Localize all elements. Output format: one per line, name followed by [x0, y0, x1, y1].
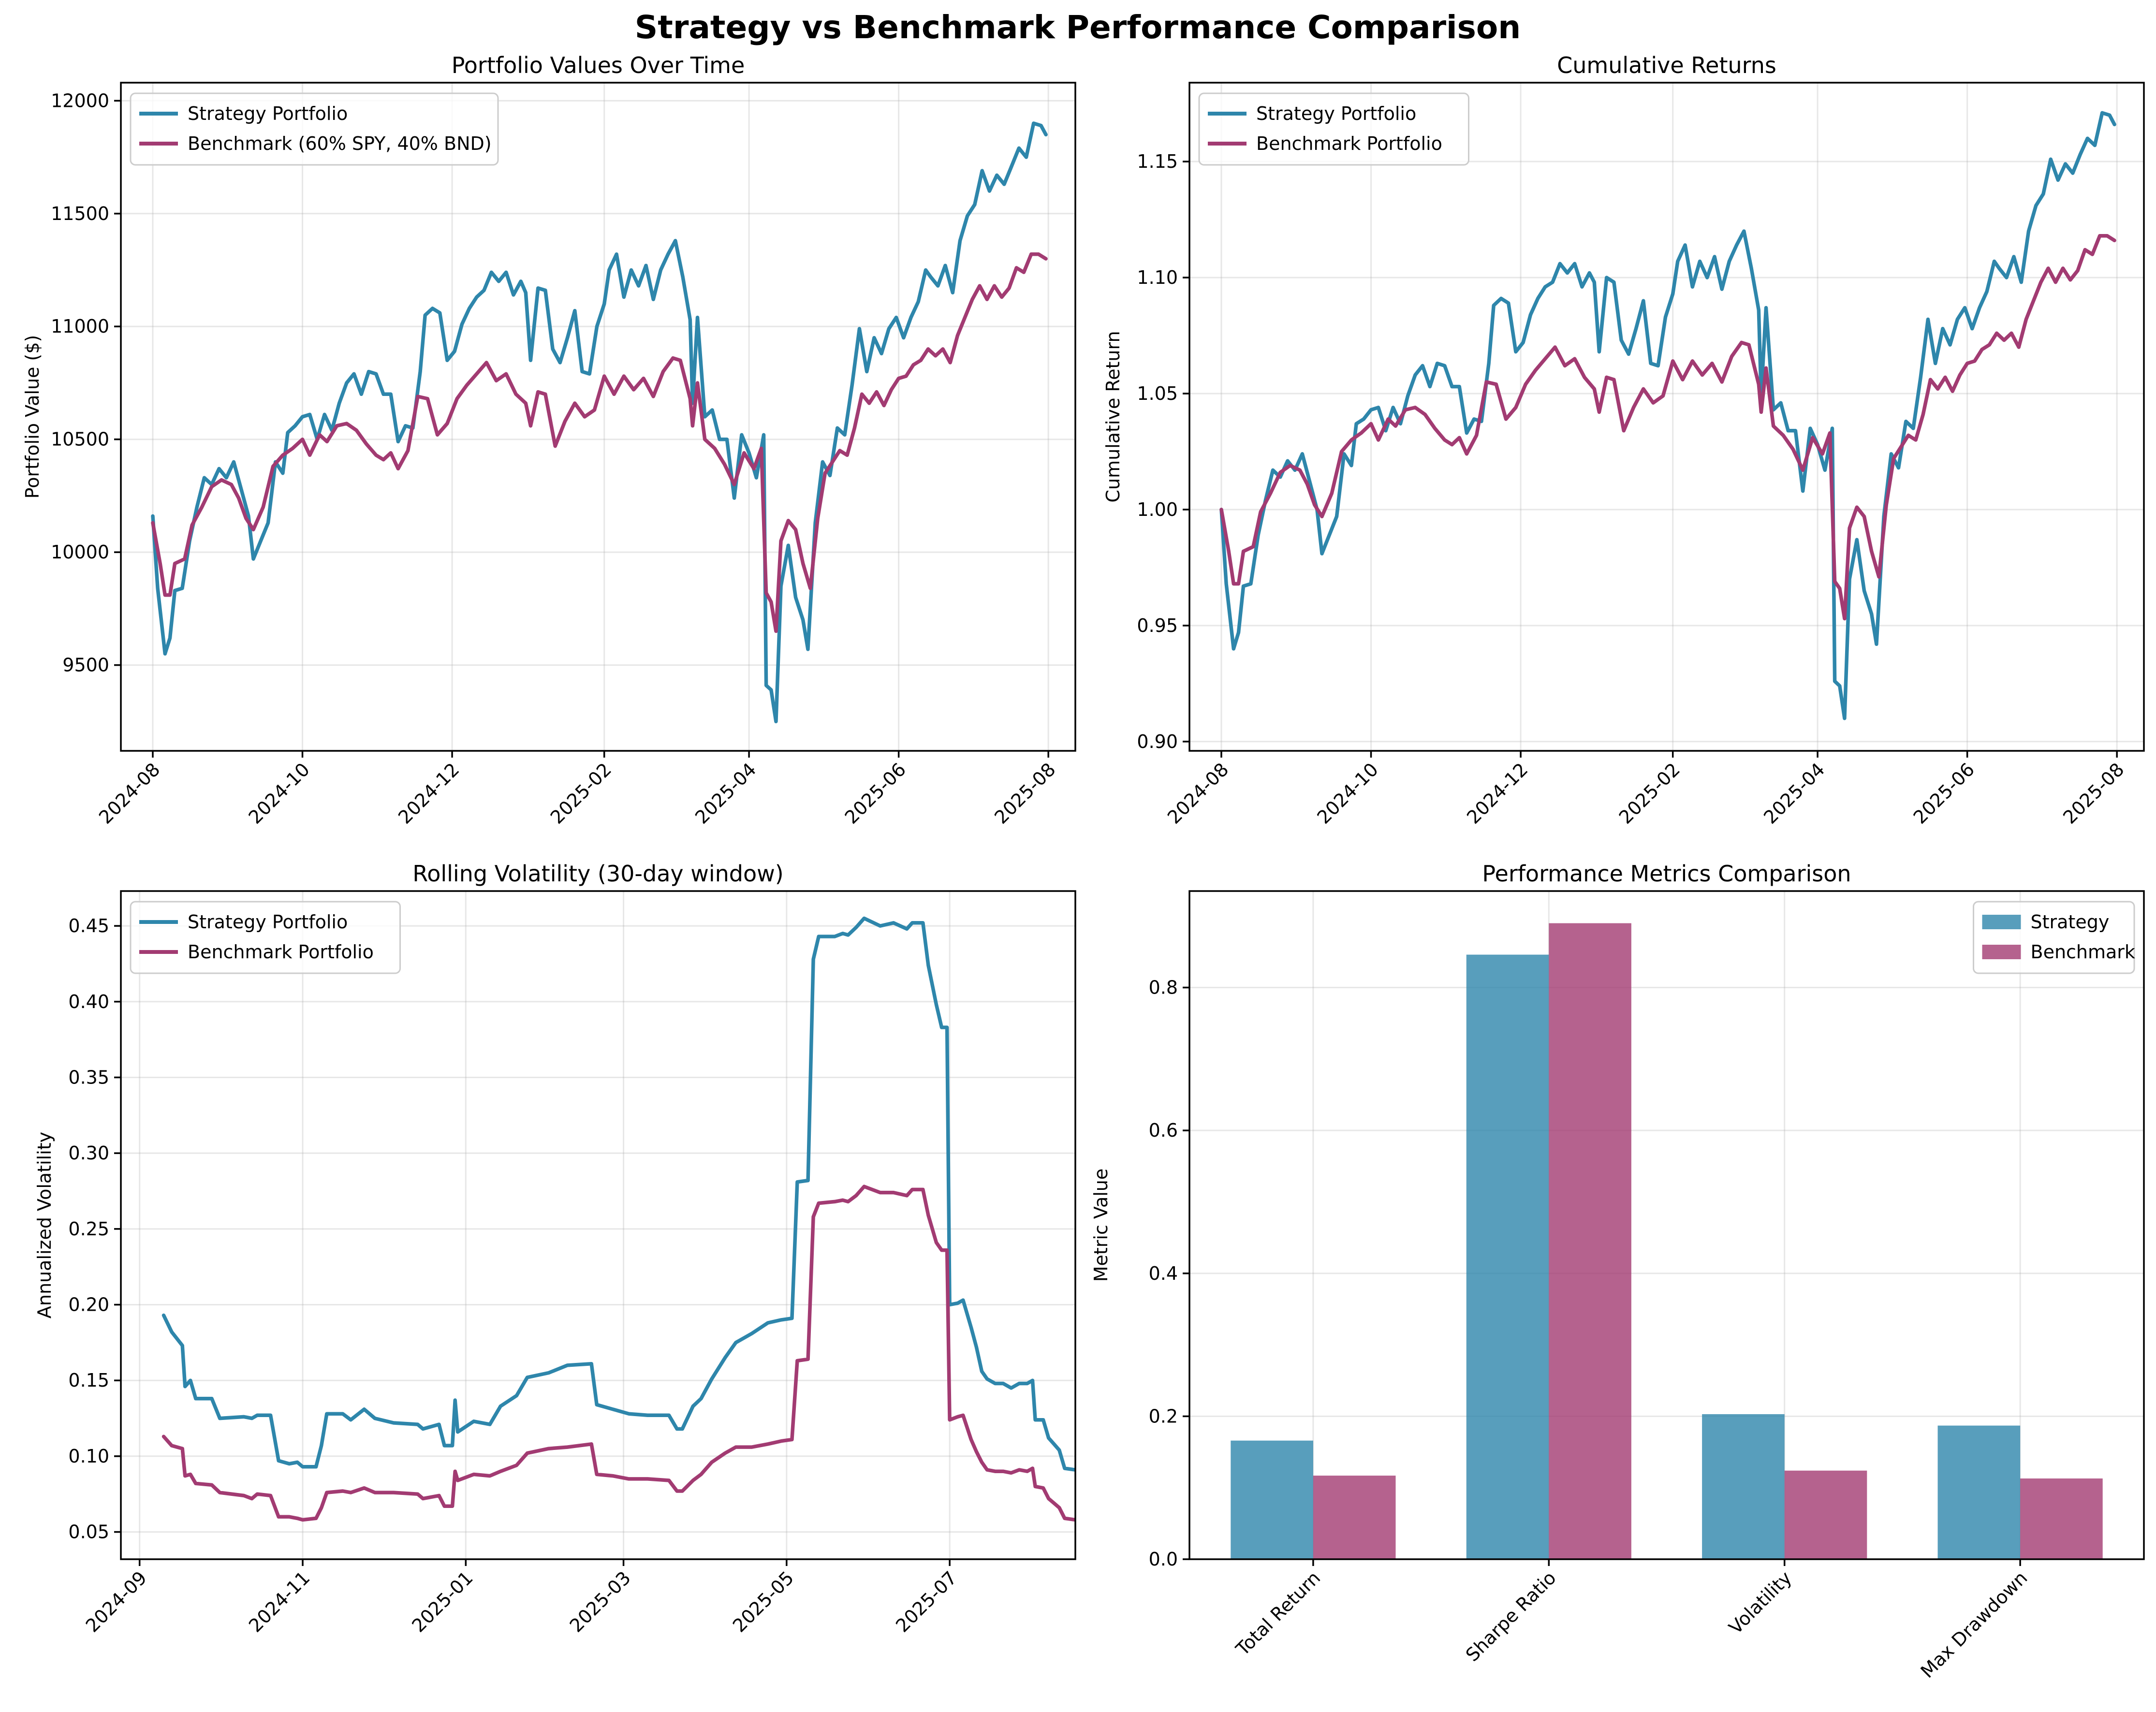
y-axis-label: Cumulative Return [1102, 331, 1124, 502]
bar-benchmark-max-drawdown [2020, 1478, 2103, 1559]
legend: Strategy Benchmark [1973, 901, 2135, 974]
y-tick-label: 1.05 [1137, 383, 1178, 404]
y-tick-label: 0.20 [68, 1294, 109, 1316]
y-tick-label: 1.10 [1137, 267, 1178, 288]
y-tick-label: 0.40 [68, 991, 109, 1012]
legend-box [130, 901, 401, 974]
y-tick-label: 0.8 [1149, 977, 1178, 998]
y-axis-label: Portfolio Value ($) [22, 335, 43, 499]
bar-strategy-volatility [1702, 1414, 1785, 1559]
series-line-strategy-portfolio [151, 121, 1048, 724]
legend: Strategy Portfolio Benchmark Portfolio [130, 901, 401, 974]
y-tick-label: 10000 [51, 541, 109, 563]
legend-swatch-benchmark [1982, 945, 2021, 959]
y-tick-label: 0.35 [68, 1067, 109, 1088]
panel-title: Performance Metrics Comparison [1482, 861, 1851, 887]
y-tick-label: 0.45 [68, 915, 109, 936]
axes-frame [120, 82, 1076, 752]
panel-title: Rolling Volatility (30-day window) [412, 861, 783, 887]
series-line-benchmark-60-spy-40-bnd [151, 252, 1048, 633]
series-line-strategy-portfolio [1219, 111, 2116, 720]
legend-label-benchmark-portfolio: Benchmark Portfolio [1256, 133, 1442, 154]
series-line-benchmark-portfolio [161, 1185, 1075, 1522]
legend-label-benchmark-portfolio: Benchmark Portfolio [188, 941, 374, 963]
legend-label-strategy: Strategy [2031, 911, 2110, 933]
legend-label-benchmark-60-spy-40-bnd: Benchmark (60% SPY, 40% BND) [188, 133, 492, 154]
legend-label-benchmark: Benchmark [2031, 941, 2135, 963]
axes-frame [1188, 890, 2145, 1560]
legend-box [1198, 92, 1469, 166]
bar-benchmark-sharpe-ratio [1549, 923, 1631, 1559]
bar-benchmark-total-return [1313, 1476, 1396, 1559]
y-tick-label: 12000 [51, 90, 109, 111]
axes-frame [1188, 82, 2145, 752]
legend-label-strategy-portfolio: Strategy Portfolio [188, 103, 348, 124]
y-tick-label: 0.95 [1137, 615, 1178, 636]
y-axis-label: Metric Value [1090, 1169, 1112, 1282]
y-tick-label: 1.00 [1137, 499, 1178, 520]
y-tick-label: 0.05 [68, 1522, 109, 1543]
y-tick-label: 0.30 [68, 1142, 109, 1164]
legend-label-strategy-portfolio: Strategy Portfolio [188, 911, 348, 933]
legend-label-strategy-portfolio: Strategy Portfolio [1256, 103, 1416, 124]
y-tick-label: 0.4 [1149, 1263, 1178, 1284]
y-tick-label: 10500 [51, 429, 109, 450]
bar-strategy-max-drawdown [1937, 1425, 2021, 1559]
series-line-strategy-portfolio [161, 916, 1075, 1472]
panel-title: Cumulative Returns [1557, 52, 1776, 78]
y-tick-label: 0.10 [68, 1446, 109, 1467]
series-line-benchmark-portfolio [1219, 234, 2116, 621]
y-axis-label: Annualized Volatility [34, 1132, 55, 1318]
y-tick-label: 11500 [51, 203, 109, 224]
y-tick-label: 0.0 [1149, 1549, 1178, 1570]
y-tick-label: 0.2 [1149, 1405, 1178, 1427]
y-tick-label: 0.90 [1137, 731, 1178, 752]
panel-title: Portfolio Values Over Time [452, 52, 745, 78]
y-tick-label: 11000 [51, 316, 109, 337]
legend-box [130, 92, 499, 166]
legend-swatch-strategy [1982, 915, 2021, 929]
bar-strategy-total-return [1231, 1440, 1313, 1559]
y-tick-label: 0.15 [68, 1370, 109, 1391]
axes-frame [120, 890, 1076, 1560]
y-tick-label: 0.25 [68, 1218, 109, 1240]
bar-strategy-sharpe-ratio [1466, 954, 1549, 1559]
y-tick-label: 1.15 [1137, 151, 1178, 172]
y-tick-label: 0.6 [1149, 1120, 1178, 1141]
y-tick-label: 9500 [62, 655, 109, 676]
bar-benchmark-volatility [1784, 1470, 1867, 1559]
figure-title: Strategy vs Benchmark Performance Compar… [635, 9, 1521, 46]
legend: Strategy Portfolio Benchmark (60% SPY, 40… [130, 92, 499, 166]
legend: Strategy Portfolio Benchmark Portfolio [1198, 92, 1469, 166]
